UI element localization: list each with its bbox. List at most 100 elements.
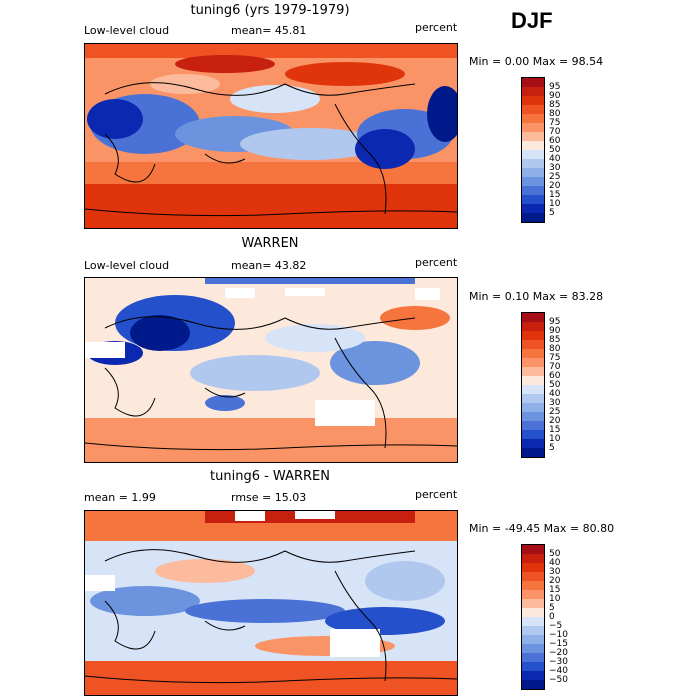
- colorbar-swatch: [522, 572, 544, 581]
- colorbar-tick-label: 10: [549, 199, 561, 209]
- colorbar-swatch: [522, 331, 544, 340]
- panel-1-min-max: Min = 0.00 Max = 98.54: [469, 55, 604, 68]
- colorbar-swatch: [522, 680, 544, 689]
- colorbar-tick-label: 50: [549, 380, 561, 390]
- colorbar-tick-label: 75: [549, 118, 561, 128]
- colorbar-tick-label: 40: [549, 389, 561, 399]
- colorbar-tick-label: 80: [549, 344, 561, 354]
- panel-1-colorbar: [521, 77, 545, 223]
- colorbar-tick-label: 50: [549, 145, 561, 155]
- colorbar-tick-label: 80: [549, 109, 561, 119]
- colorbar-swatch: [522, 563, 544, 572]
- panel-3-rmse: rmse = 15.03: [231, 491, 307, 504]
- panel-3-units: percent: [415, 488, 458, 501]
- panel-3-mean: mean = 1.99: [84, 491, 156, 504]
- colorbar-swatch: [522, 385, 544, 394]
- colorbar-swatch: [522, 322, 544, 331]
- colorbar-swatch: [522, 608, 544, 617]
- colorbar-swatch: [522, 313, 544, 322]
- colorbar-swatch: [522, 590, 544, 599]
- panel-1-mean: mean= 45.81: [231, 24, 307, 37]
- colorbar-tick-label: 25: [549, 172, 561, 182]
- colorbar-swatch: [522, 394, 544, 403]
- colorbar-swatch: [522, 150, 544, 159]
- panel-2-colorbar: [521, 312, 545, 458]
- colorbar-tick-label: 60: [549, 136, 561, 146]
- colorbar-tick-label: 20: [549, 416, 561, 426]
- colorbar-tick-label: −10: [549, 630, 568, 640]
- colorbar-tick-label: 90: [549, 326, 561, 336]
- colorbar-swatch: [522, 186, 544, 195]
- colorbar-swatch: [522, 644, 544, 653]
- colorbar-swatch: [522, 114, 544, 123]
- colorbar-swatch: [522, 448, 544, 457]
- colorbar-tick-label: 50: [549, 549, 561, 559]
- panel-1-map: [84, 43, 458, 229]
- colorbar-tick-label: 40: [549, 558, 561, 568]
- panel-2-map-field: [85, 278, 457, 462]
- colorbar-swatch: [522, 340, 544, 349]
- colorbar-swatch: [522, 653, 544, 662]
- colorbar-swatch: [522, 671, 544, 680]
- colorbar-tick-label: −40: [549, 666, 568, 676]
- colorbar-swatch: [522, 662, 544, 671]
- colorbar-swatch: [522, 403, 544, 412]
- panel-3-map: [84, 510, 458, 696]
- colorbar-tick-label: 5: [549, 208, 555, 218]
- panel-1-map-field: [85, 44, 457, 228]
- colorbar-swatch: [522, 358, 544, 367]
- colorbar-tick-label: 95: [549, 317, 561, 327]
- colorbar-swatch: [522, 213, 544, 222]
- colorbar-swatch: [522, 195, 544, 204]
- colorbar-swatch: [522, 439, 544, 448]
- colorbar-tick-label: 10: [549, 434, 561, 444]
- colorbar-tick-label: 25: [549, 407, 561, 417]
- colorbar-swatch: [522, 367, 544, 376]
- colorbar-tick-label: 90: [549, 91, 561, 101]
- panel-3-min-max: Min = -49.45 Max = 80.80: [469, 522, 615, 535]
- colorbar-swatch: [522, 421, 544, 430]
- colorbar-tick-label: 40: [549, 154, 561, 164]
- colorbar-swatch: [522, 132, 544, 141]
- colorbar-tick-label: 30: [549, 398, 561, 408]
- colorbar-swatch: [522, 105, 544, 114]
- panel-2-title: WARREN: [241, 236, 299, 251]
- panel-3-map-field: [85, 511, 457, 695]
- colorbar-swatch: [522, 581, 544, 590]
- colorbar-swatch: [522, 430, 544, 439]
- colorbar-tick-label: 85: [549, 335, 561, 345]
- colorbar-tick-label: 15: [549, 585, 561, 595]
- colorbar-swatch: [522, 141, 544, 150]
- colorbar-swatch: [522, 96, 544, 105]
- colorbar-swatch: [522, 412, 544, 421]
- colorbar-tick-label: 15: [549, 190, 561, 200]
- colorbar-tick-label: 75: [549, 353, 561, 363]
- colorbar-swatch: [522, 545, 544, 554]
- panel-1-variable-label: Low-level cloud: [84, 24, 170, 37]
- colorbar-swatch: [522, 159, 544, 168]
- colorbar-swatch: [522, 349, 544, 358]
- colorbar-tick-label: 10: [549, 594, 561, 604]
- colorbar-swatch: [522, 626, 544, 635]
- colorbar-tick-label: 30: [549, 567, 561, 577]
- colorbar-swatch: [522, 204, 544, 213]
- colorbar-tick-label: 70: [549, 127, 561, 137]
- colorbar-tick-label: 15: [549, 425, 561, 435]
- panel-1-units: percent: [415, 21, 458, 34]
- colorbar-tick-label: −30: [549, 657, 568, 667]
- colorbar-swatch: [522, 177, 544, 186]
- colorbar-tick-label: −50: [549, 675, 568, 685]
- colorbar-swatch: [522, 554, 544, 563]
- colorbar-tick-label: −20: [549, 648, 568, 658]
- panel-2-colorbar-swatches: [522, 313, 544, 457]
- colorbar-tick-label: 85: [549, 100, 561, 110]
- panel-2-variable-label: Low-level cloud: [84, 259, 170, 272]
- colorbar-tick-label: 95: [549, 82, 561, 92]
- panel-2-mean: mean= 43.82: [231, 259, 307, 272]
- panel-2-units: percent: [415, 256, 458, 269]
- colorbar-swatch: [522, 123, 544, 132]
- panel-2-min-max: Min = 0.10 Max = 83.28: [469, 290, 604, 303]
- colorbar-tick-label: 30: [549, 163, 561, 173]
- colorbar-swatch: [522, 78, 544, 87]
- colorbar-tick-label: 70: [549, 362, 561, 372]
